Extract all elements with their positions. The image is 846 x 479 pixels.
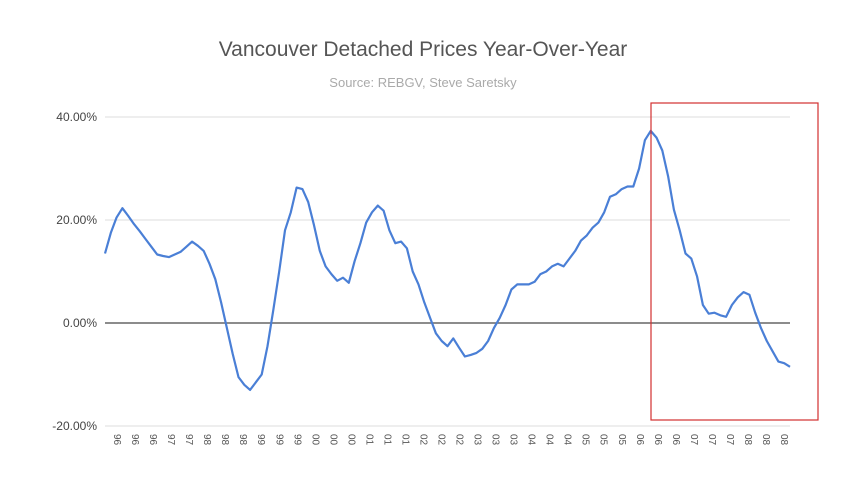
x-tick-label: 05 [598,434,609,446]
x-tick-label: 02 [435,434,446,446]
series-line [103,129,791,391]
x-tick-label: 08 [778,434,789,446]
x-axis-ticks: 96 96 96 97 97 98 98 98 99 99 99 00 00 00 01 01 01 02 02 02… [111,434,789,446]
y-tick-label: 40.00% [56,110,97,124]
x-tick-label: 02 [454,434,465,446]
series-group [103,129,791,391]
x-tick-label: 01 [399,434,410,446]
x-tick-label: 97 [183,434,194,446]
x-tick-label: 96 [111,434,122,446]
x-tick-label: 99 [273,434,284,446]
x-tick-label: 01 [363,434,374,446]
x-tick-label: 03 [490,434,501,446]
x-tick-label: 03 [508,434,519,446]
x-tick-label: 06 [634,434,645,446]
x-tick-label: 02 [417,434,428,446]
x-tick-label: 04 [544,434,555,446]
x-tick-label: 96 [147,434,158,446]
x-tick-label: 05 [616,434,627,446]
chart-title: Vancouver Detached Prices Year-Over-Year [218,38,628,61]
x-tick-label: 04 [562,434,573,446]
highlight-box [650,102,819,421]
x-tick-label: 99 [255,434,266,446]
x-tick-label: 04 [526,434,537,446]
x-tick-label: 98 [201,434,212,446]
y-tick-label: 20.00% [56,213,97,227]
x-tick-label: 97 [165,434,176,446]
x-tick-label: 01 [381,434,392,446]
x-tick-label: 98 [237,434,248,446]
y-tick-label: 0.00% [63,316,97,330]
x-tick-label: 06 [670,434,681,446]
x-tick-label: 00 [327,434,338,446]
x-tick-label: 98 [219,434,230,446]
x-tick-label: 08 [742,434,753,446]
chart-subtitle: Source: REBGV, Steve Saretsky [329,75,517,90]
x-tick-label: 00 [345,434,356,446]
x-tick-label: 96 [129,434,140,446]
x-tick-label: 07 [724,434,735,446]
x-tick-label: 06 [652,434,663,446]
x-tick-label: 00 [309,434,320,446]
x-tick-label: 05 [580,434,591,446]
x-tick-label: 08 [760,434,771,446]
x-tick-label: 07 [688,434,699,446]
x-tick-label: 99 [291,434,302,446]
y-axis-ticks: 40.00% 20.00% 0.00% -20.00% [52,110,97,433]
x-tick-label: 03 [472,434,483,446]
x-tick-label: 07 [706,434,717,446]
gridlines [105,116,790,427]
y-tick-label: -20.00% [52,419,97,433]
